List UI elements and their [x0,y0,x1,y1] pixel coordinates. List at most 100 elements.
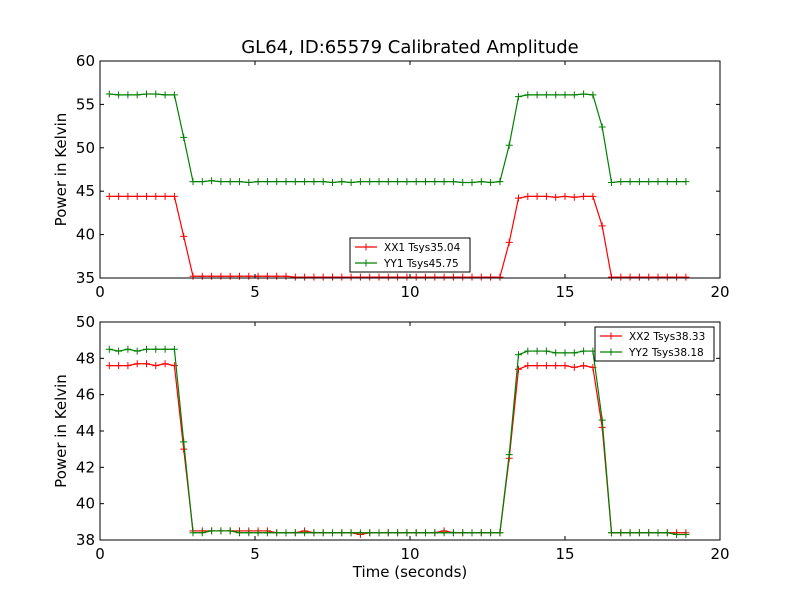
data-point [366,178,374,186]
data-point [440,178,448,186]
data-point [143,345,150,353]
data-point [198,272,206,280]
data-point [412,178,420,186]
data-point [124,91,132,99]
data-point [635,529,643,537]
y-tick-label: 60 [76,52,95,70]
data-point [301,529,309,537]
y-axis-label: Power in Kelvin [52,374,70,488]
data-point [161,345,169,353]
data-point [347,179,355,187]
data-point [384,529,392,537]
data-point [133,192,141,200]
data-point [617,273,625,281]
data-point [654,178,662,186]
y-tick-label: 45 [76,182,95,200]
data-point [459,529,467,537]
data-point [254,272,262,280]
y-tick-label: 42 [76,458,95,476]
data-point [580,90,588,98]
data-point [608,273,615,281]
data-point [542,347,550,355]
data-point [310,529,318,537]
data-point [654,273,662,281]
data-point [319,529,327,537]
data-point [449,273,457,281]
data-point [170,345,178,353]
data-point [570,193,578,201]
data-point [673,273,681,281]
data-point [198,529,206,537]
data-point [170,362,178,370]
data-point [431,178,439,186]
chart-title: GL64, ID:65579 Calibrated Amplitude [241,37,579,58]
data-point [496,178,504,186]
x-tick-label: 10 [400,283,419,301]
data-point [282,529,290,537]
data-point [217,527,225,535]
data-point [673,531,681,539]
data-point [552,91,560,99]
data-point [468,179,476,187]
data-point [561,349,569,357]
data-point [412,273,420,281]
data-point [329,179,336,187]
y-tick-label: 55 [76,95,95,113]
data-point [505,238,513,246]
legend-box [349,237,471,273]
data-point [356,273,364,281]
data-point [440,273,448,281]
y-tick-label: 44 [76,422,95,440]
data-point [403,529,411,537]
legend-label: XX2 Tsys38.33 [629,331,705,343]
data-point [468,529,476,537]
data-point [412,529,420,537]
y-tick-label: 48 [76,349,95,367]
y-axis-label: Power in Kelvin [52,113,70,227]
data-point [263,529,271,537]
data-point [449,178,457,186]
legend-marker [607,332,615,340]
data-point [226,527,234,535]
data-point [645,529,653,537]
data-point [580,347,588,355]
data-point [477,273,485,281]
data-point [170,91,178,99]
data-point [552,193,560,201]
data-point [394,529,402,537]
legend-label: YY2 Tsys38.18 [628,347,704,359]
data-point [477,178,485,186]
data-point [291,178,299,186]
data-point [477,529,485,537]
data-point [635,178,643,186]
data-point [524,347,532,355]
data-point [105,192,113,200]
data-point [124,345,132,353]
y-tick-label: 50 [76,139,95,157]
data-point [152,192,160,200]
data-point [542,192,550,200]
legend-label: YY1 Tsys45.75 [383,258,459,270]
data-point [487,273,495,281]
data-point [570,91,578,99]
data-point [654,529,662,537]
data-point [570,363,578,371]
data-point [505,141,513,149]
y-tick-label: 50 [76,313,95,331]
x-tick-label: 5 [250,283,260,301]
data-point [273,529,281,537]
data-point [663,178,671,186]
data-point [273,272,281,280]
data-point [254,178,262,186]
data-point [524,192,532,200]
legend-label: XX1 Tsys35.04 [384,242,461,254]
data-point [152,90,160,98]
data-point [682,273,690,281]
x-tick-label: 10 [400,545,419,563]
legend-marker [607,348,615,356]
data-point [561,91,569,99]
data-point [561,192,569,200]
data-point [608,529,615,537]
data-point [189,529,197,537]
